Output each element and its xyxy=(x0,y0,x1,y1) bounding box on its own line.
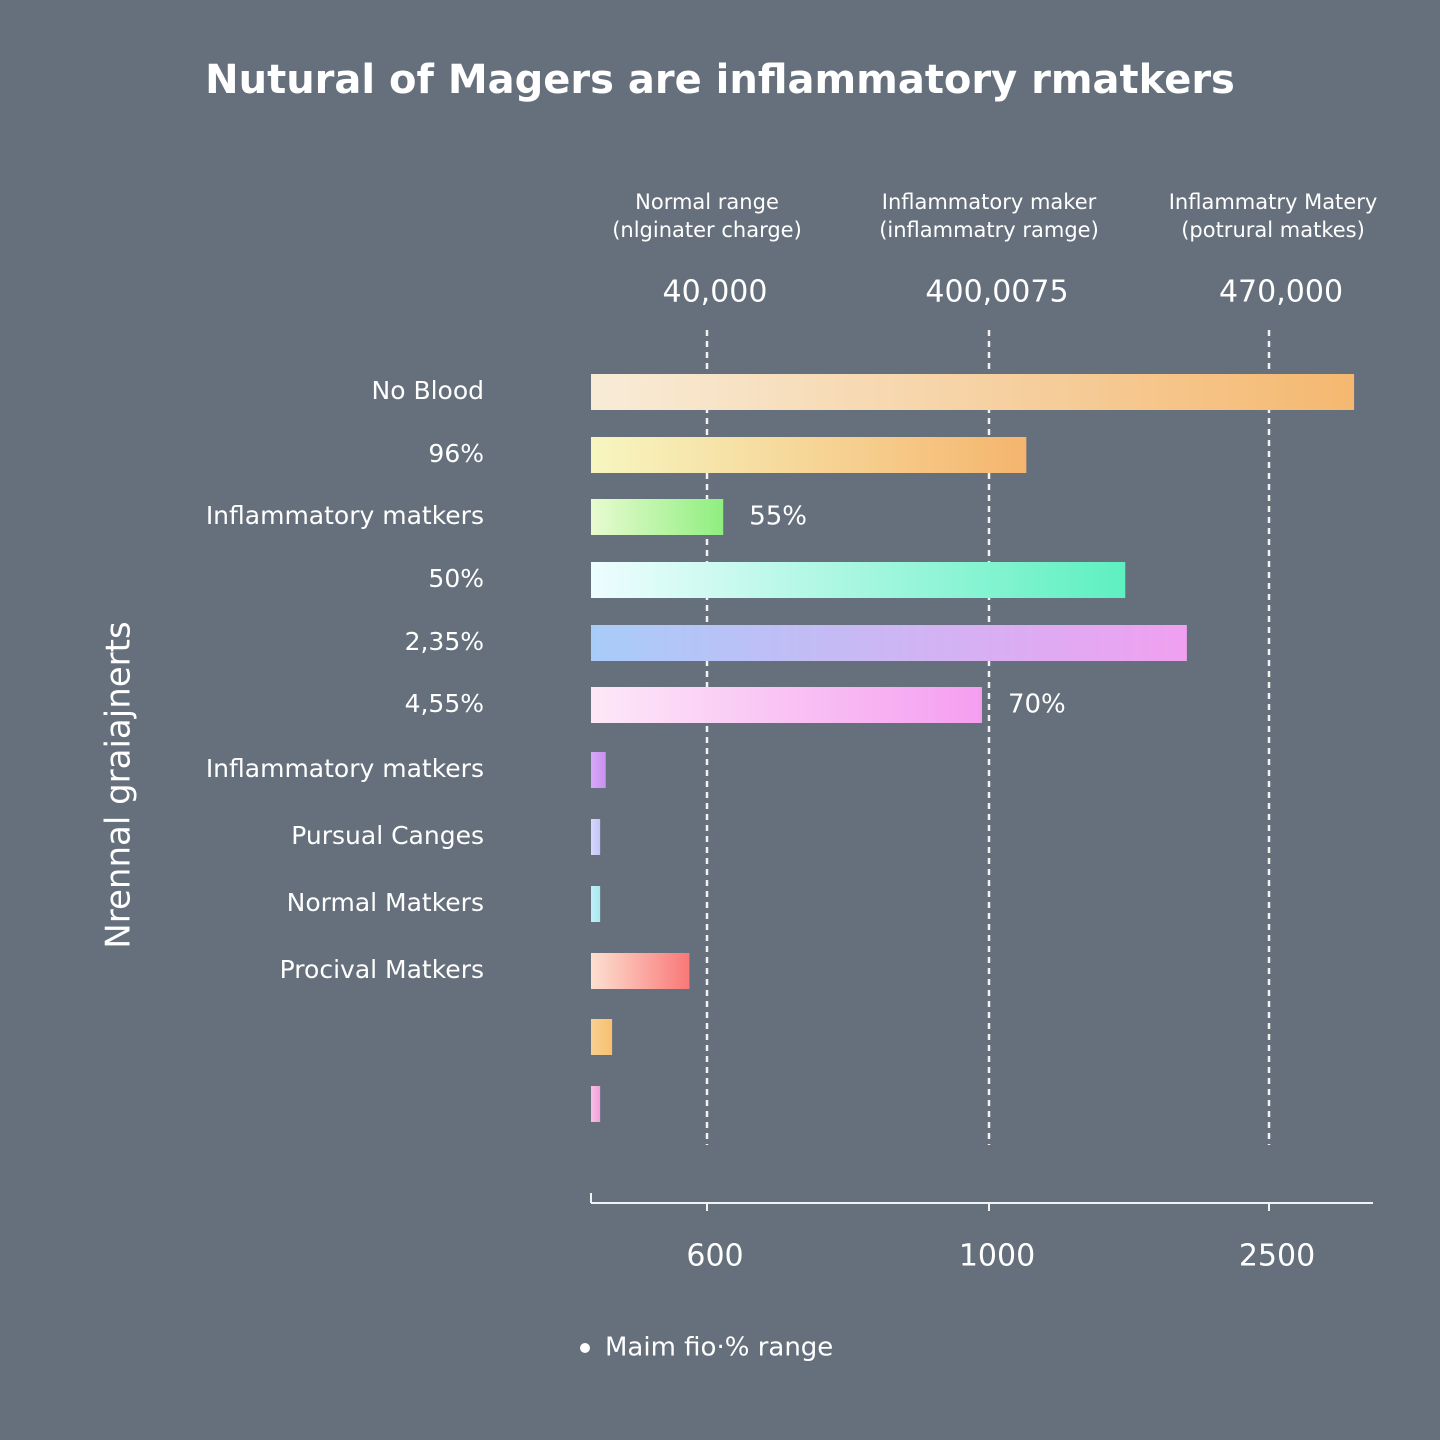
column-title: Inflammatry Matery xyxy=(1169,190,1378,214)
y-tick-label: Inflammatory matkers xyxy=(206,754,484,783)
x-tick-label: 1000 xyxy=(959,1239,1035,1274)
y-tick-label: Procival Matkers xyxy=(280,955,484,984)
bar xyxy=(591,886,601,922)
y-tick-label: 96% xyxy=(428,439,484,468)
y-tick-label: Pursual Canges xyxy=(291,821,484,850)
bar xyxy=(591,752,606,788)
bar xyxy=(591,1086,601,1122)
bar xyxy=(591,953,690,989)
y-tick-label: Inflammatory matkers xyxy=(206,501,484,530)
bar xyxy=(591,562,1126,598)
x-tick-label: 2500 xyxy=(1239,1239,1315,1274)
bar xyxy=(591,1019,613,1055)
bar xyxy=(591,819,601,855)
bar-note: 55% xyxy=(749,502,807,532)
column-subtitle: (nlginater charge) xyxy=(612,218,802,242)
chart-title: Nutural of Magers are inflammatory rmatk… xyxy=(205,57,1235,103)
column-figure: 400,0075 xyxy=(925,275,1068,310)
y-tick-label: Normal Matkers xyxy=(287,888,484,917)
bar xyxy=(591,687,982,723)
column-figure: 470,000 xyxy=(1219,275,1343,310)
bar xyxy=(591,625,1187,661)
y-axis-label: Nrennal graiajnerts xyxy=(99,621,139,948)
column-figure: 40,000 xyxy=(663,275,768,310)
column-subtitle: (inflammatry ramge) xyxy=(879,218,1099,242)
y-tick-label: 4,55% xyxy=(405,689,484,718)
bar xyxy=(591,437,1027,473)
bar xyxy=(591,499,724,535)
bar-note: 70% xyxy=(1008,690,1066,720)
x-tick-label: 600 xyxy=(686,1239,743,1274)
bar xyxy=(591,374,1355,410)
column-title: Normal range xyxy=(635,190,779,214)
column-subtitle: (potrural matkes) xyxy=(1181,218,1365,242)
y-tick-label: 2,35% xyxy=(405,627,484,656)
y-tick-label: 50% xyxy=(428,564,484,593)
legend-bullet xyxy=(580,1343,590,1353)
legend-label: Maim fio·% range xyxy=(605,1333,833,1363)
y-tick-label: No Blood xyxy=(372,376,485,405)
column-title: Inflammatory maker xyxy=(882,190,1097,214)
